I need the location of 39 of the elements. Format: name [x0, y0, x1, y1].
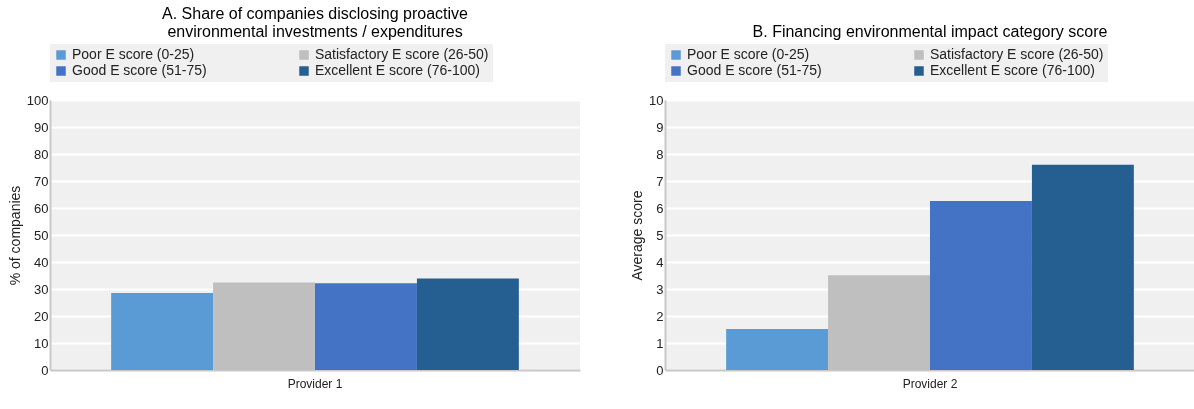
y-tick-label: 0	[41, 362, 49, 378]
x-tick-label: Provider 2	[902, 376, 958, 391]
y-tick-label: 20	[34, 308, 49, 324]
bar	[726, 328, 829, 370]
y-tick-label: 7	[656, 173, 664, 189]
x-tick-label: Provider 1	[287, 376, 343, 391]
y-tick-label: 8	[656, 146, 664, 162]
y-tick-label: 4	[656, 254, 664, 270]
chart-title: A. Share of companies disclosing proactive environmental investments / expenditures	[162, 5, 469, 40]
y-tick-label: 10	[649, 92, 664, 108]
y-tick-label: 5	[656, 227, 664, 243]
legend-label: Poor E score (0-25)	[72, 46, 195, 62]
y-tick-label: 10	[34, 335, 49, 351]
y-tick-label: 9	[656, 119, 664, 135]
y-tick-label: 90	[34, 119, 49, 135]
legend-label: Good E score (51-75)	[687, 62, 822, 78]
y-tick-label: 30	[34, 281, 49, 297]
legend-label: Satisfactory E score (26-50)	[930, 46, 1104, 62]
legend-label: Satisfactory E score (26-50)	[315, 46, 489, 62]
y-tick-label: 70	[34, 173, 49, 189]
legend-label: Excellent E score (76-100)	[315, 62, 480, 78]
y-tick-label: 2	[656, 308, 664, 324]
bar	[930, 200, 1032, 370]
y-tick-label: 6	[656, 200, 664, 216]
chart-title: B. Financing environmental impact category score	[752, 23, 1108, 40]
y-tick-label: 0	[656, 362, 664, 378]
y-tick-label: 60	[34, 200, 49, 216]
legend-label: Good E score (51-75)	[72, 62, 207, 78]
legend-label: Excellent E score (76-100)	[930, 62, 1095, 78]
bar	[1031, 164, 1134, 370]
y-tick-label: 1	[656, 335, 664, 351]
y-tick-label: 40	[34, 254, 49, 270]
y-tick-label: 50	[34, 227, 49, 243]
y-tick-label: 100	[26, 92, 49, 108]
y-axis-title: % of companies	[6, 185, 23, 286]
y-tick-label: 3	[656, 281, 664, 297]
y-tick-label: 80	[34, 146, 49, 162]
legend-label: Poor E score (0-25)	[687, 46, 810, 62]
y-axis-title: Average score	[629, 190, 646, 281]
